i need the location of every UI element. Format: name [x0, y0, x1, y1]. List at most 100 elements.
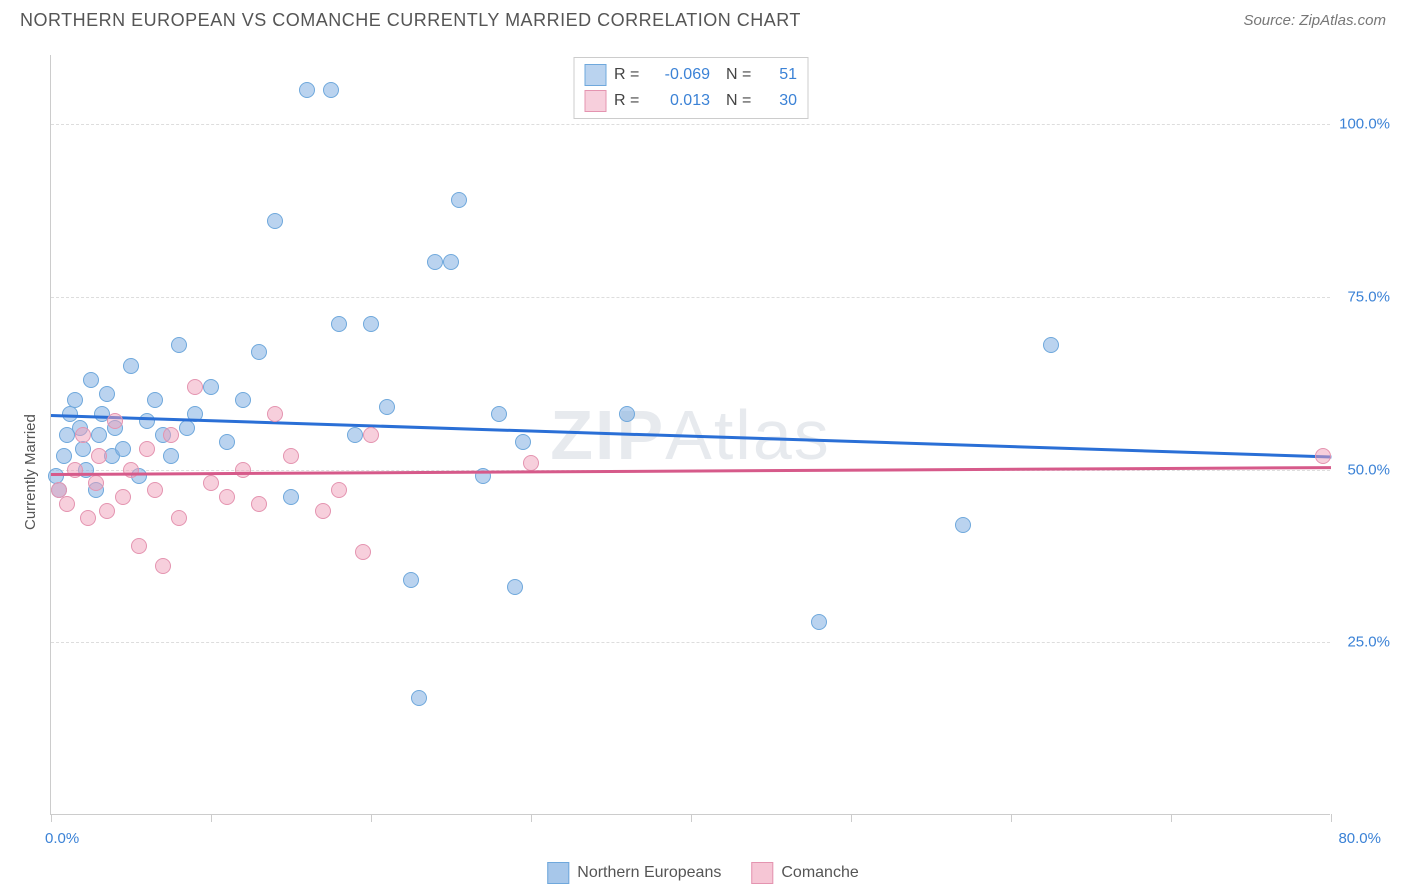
stat-n-label: N = [726, 92, 754, 110]
stats-box: R = -0.069 N = 51 R = 0.013 N = 30 [573, 57, 808, 119]
data-point [56, 448, 72, 464]
data-point [131, 538, 147, 554]
data-point [219, 489, 235, 505]
gridline [51, 297, 1330, 298]
data-point [147, 482, 163, 498]
gridline [51, 642, 1330, 643]
data-point [123, 462, 139, 478]
data-point [99, 503, 115, 519]
legend-swatch [547, 862, 569, 884]
legend-item: Comanche [751, 862, 858, 884]
stat-r-value: -0.069 [650, 66, 710, 84]
stat-r-value: 0.013 [650, 92, 710, 110]
y-tick-label: 25.0% [1335, 634, 1390, 651]
stats-row: R = 0.013 N = 30 [584, 88, 797, 114]
data-point [107, 413, 123, 429]
data-point [80, 510, 96, 526]
x-tick [371, 814, 372, 822]
data-point [355, 544, 371, 560]
x-tick [1331, 814, 1332, 822]
data-point [515, 434, 531, 450]
data-point [315, 503, 331, 519]
data-point [507, 579, 523, 595]
data-point [115, 441, 131, 457]
data-point [203, 379, 219, 395]
data-point [251, 344, 267, 360]
data-point [491, 406, 507, 422]
data-point [331, 482, 347, 498]
x-tick [1171, 814, 1172, 822]
gridline [51, 124, 1330, 125]
y-axis-label: Currently Married [22, 414, 39, 530]
x-axis-max-label: 80.0% [1338, 830, 1381, 847]
data-point [331, 316, 347, 332]
data-point [115, 489, 131, 505]
stat-n-value: 30 [762, 92, 797, 110]
data-point [91, 427, 107, 443]
y-tick-label: 100.0% [1335, 116, 1390, 133]
data-point [955, 517, 971, 533]
data-point [163, 427, 179, 443]
data-point [235, 392, 251, 408]
legend-swatch [584, 90, 606, 112]
data-point [251, 496, 267, 512]
legend-swatch [751, 862, 773, 884]
data-point [139, 413, 155, 429]
data-point [163, 448, 179, 464]
data-point [91, 448, 107, 464]
scatter-chart: ZIPAtlas 25.0%50.0%75.0%100.0%R =-0.069N… [50, 55, 1330, 815]
legend-item: Northern Europeans [547, 862, 721, 884]
data-point [363, 316, 379, 332]
data-point [363, 427, 379, 443]
data-point [99, 386, 115, 402]
data-point [187, 379, 203, 395]
stat-n-label: N = [726, 66, 754, 84]
y-tick-label: 50.0% [1335, 461, 1390, 478]
stat-r-label: R = [614, 92, 642, 110]
trend-line [51, 414, 1331, 458]
legend-label: Northern Europeans [577, 864, 721, 882]
data-point [379, 399, 395, 415]
data-point [155, 558, 171, 574]
data-point [67, 392, 83, 408]
x-tick [211, 814, 212, 822]
x-tick [531, 814, 532, 822]
stats-row: R = -0.069 N = 51 [584, 62, 797, 88]
data-point [75, 441, 91, 457]
data-point [75, 427, 91, 443]
data-point [203, 475, 219, 491]
data-point [619, 406, 635, 422]
data-point [171, 337, 187, 353]
chart-title: NORTHERN EUROPEAN VS COMANCHE CURRENTLY … [20, 10, 801, 31]
data-point [811, 614, 827, 630]
data-point [179, 420, 195, 436]
data-point [1315, 448, 1331, 464]
data-point [403, 572, 419, 588]
x-tick [51, 814, 52, 822]
data-point [139, 441, 155, 457]
data-point [411, 690, 427, 706]
legend-bottom: Northern Europeans Comanche [547, 862, 858, 884]
stat-r-label: R = [614, 66, 642, 84]
data-point [523, 455, 539, 471]
x-tick [851, 814, 852, 822]
data-point [147, 392, 163, 408]
data-point [443, 254, 459, 270]
data-point [283, 448, 299, 464]
y-tick-label: 75.0% [1335, 288, 1390, 305]
x-tick [1011, 814, 1012, 822]
stat-n-value: 51 [762, 66, 797, 84]
data-point [267, 213, 283, 229]
x-tick [691, 814, 692, 822]
data-point [347, 427, 363, 443]
data-point [59, 496, 75, 512]
data-point [123, 358, 139, 374]
legend-label: Comanche [781, 864, 858, 882]
data-point [283, 489, 299, 505]
data-point [83, 372, 99, 388]
data-point [219, 434, 235, 450]
source-label: Source: ZipAtlas.com [1243, 12, 1386, 29]
data-point [323, 82, 339, 98]
data-point [451, 192, 467, 208]
data-point [427, 254, 443, 270]
